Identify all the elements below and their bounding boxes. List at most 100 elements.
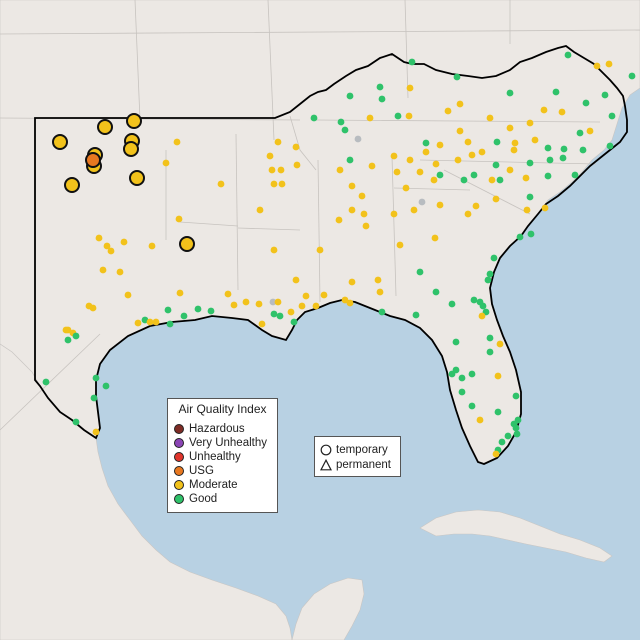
legend-swatch — [174, 480, 184, 490]
site-marker — [506, 124, 514, 132]
site-marker — [102, 382, 110, 390]
temporary-site-marker — [129, 170, 145, 186]
site-marker — [292, 143, 300, 151]
site-marker — [486, 348, 494, 356]
shape-item-temporary: temporary — [320, 443, 388, 457]
site-marker — [560, 145, 568, 153]
site-marker — [146, 318, 154, 326]
site-marker — [90, 394, 98, 402]
site-marker — [494, 372, 502, 380]
site-marker — [504, 432, 512, 440]
shape-label: permanent — [336, 459, 391, 471]
site-marker — [486, 270, 494, 278]
site-marker — [194, 305, 202, 313]
yucatan-land — [291, 577, 365, 640]
legend-label: Good — [189, 493, 218, 505]
site-marker — [207, 307, 215, 315]
legend-label: Unhealthy — [189, 451, 241, 463]
site-marker — [390, 210, 398, 218]
site-marker — [472, 202, 480, 210]
site-marker — [166, 320, 174, 328]
site-marker — [346, 92, 354, 100]
legend-swatch — [174, 494, 184, 504]
legend-swatch — [174, 438, 184, 448]
legend-swatch — [174, 452, 184, 462]
site-marker — [320, 291, 328, 299]
site-marker — [134, 319, 142, 327]
site-marker — [430, 176, 438, 184]
site-marker — [544, 172, 552, 180]
legend-item-very-unhealthy: Very Unhealthy — [174, 436, 267, 450]
site-marker — [454, 156, 462, 164]
site-marker — [416, 168, 424, 176]
site-marker — [593, 62, 601, 70]
legend-item-moderate: Moderate — [174, 478, 238, 492]
legend-label: Very Unhealthy — [189, 437, 267, 449]
legend-item-hazardous: Hazardous — [174, 422, 245, 436]
site-marker — [496, 176, 504, 184]
site-marker — [601, 91, 609, 99]
site-marker — [242, 298, 250, 306]
site-marker — [546, 156, 554, 164]
site-marker — [348, 278, 356, 286]
site-marker — [478, 148, 486, 156]
site-marker — [162, 159, 170, 167]
site-marker — [120, 238, 128, 246]
site-marker — [103, 242, 111, 250]
shape-label: temporary — [336, 444, 388, 456]
site-marker — [464, 138, 472, 146]
site-marker — [531, 136, 539, 144]
site-marker — [390, 152, 398, 160]
site-marker — [95, 234, 103, 242]
site-marker — [270, 180, 278, 188]
site-marker — [552, 88, 560, 96]
site-marker — [374, 276, 382, 284]
temporary-site-marker — [64, 177, 80, 193]
site-marker — [290, 318, 298, 326]
site-marker — [571, 171, 579, 179]
site-marker — [510, 146, 518, 154]
site-marker — [276, 312, 284, 320]
site-marker — [393, 168, 401, 176]
site-marker — [116, 268, 124, 276]
legend-item-usg: USG — [174, 464, 214, 478]
temporary-site-marker — [52, 134, 68, 150]
site-marker — [298, 302, 306, 310]
site-marker — [341, 126, 349, 134]
site-marker — [582, 99, 590, 107]
site-marker — [255, 300, 263, 308]
site-marker — [92, 374, 100, 382]
site-marker — [152, 318, 160, 326]
site-marker — [293, 161, 301, 169]
site-marker — [436, 201, 444, 209]
site-marker — [511, 139, 519, 147]
site-marker — [274, 138, 282, 146]
site-marker — [270, 310, 278, 318]
site-marker — [436, 141, 444, 149]
site-marker — [576, 129, 584, 137]
temporary-site-marker — [126, 113, 142, 129]
site-marker — [337, 118, 345, 126]
site-marker — [484, 276, 492, 284]
site-marker — [368, 162, 376, 170]
site-marker — [526, 159, 534, 167]
site-marker — [124, 291, 132, 299]
site-marker — [72, 418, 80, 426]
site-marker — [396, 241, 404, 249]
site-marker — [346, 156, 354, 164]
site-marker — [431, 234, 439, 242]
legend-item-good: Good — [174, 492, 217, 506]
site-marker — [526, 193, 534, 201]
site-marker — [278, 180, 286, 188]
aqi-legend: Air Quality Index Hazardous Very Unhealt… — [167, 398, 278, 513]
site-marker — [173, 138, 181, 146]
site-marker — [523, 206, 531, 214]
site-marker — [432, 160, 440, 168]
site-marker — [453, 73, 461, 81]
site-marker — [628, 72, 636, 80]
site-marker — [468, 151, 476, 159]
site-marker — [274, 298, 282, 306]
site-marker — [579, 146, 587, 154]
site-marker — [506, 166, 514, 174]
